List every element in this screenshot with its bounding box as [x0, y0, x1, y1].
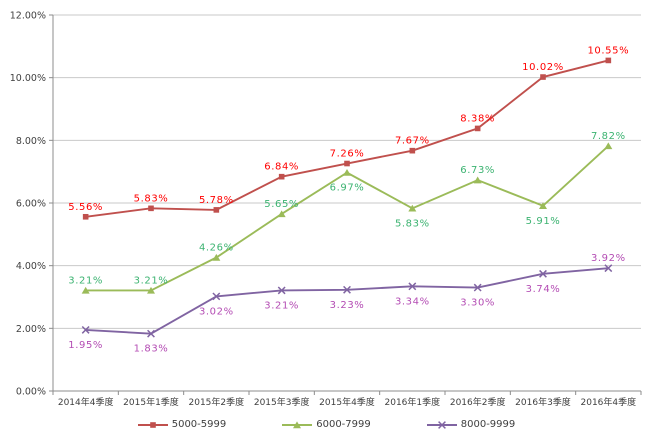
- svg-text:7.67%: 7.67%: [395, 136, 430, 147]
- series-labels-6000-7999: 3.21% 3.21% 4.26% 5.65% 6.97% 5.83% 6.73% 5.91%…: [68, 131, 625, 286]
- svg-text:2016年1季度: 2016年1季度: [385, 396, 441, 408]
- legend-item-5000-5999: 5000-5999: [137, 419, 227, 430]
- svg-text:8.38%: 8.38%: [460, 113, 495, 124]
- svg-text:3.02%: 3.02%: [199, 306, 234, 317]
- svg-text:10.55%: 10.55%: [587, 45, 629, 56]
- svg-text:7.26%: 7.26%: [330, 149, 365, 160]
- svg-text:6.97%: 6.97%: [330, 183, 365, 194]
- svg-text:0.00%: 0.00%: [16, 387, 46, 398]
- svg-text:3.30%: 3.30%: [460, 298, 495, 309]
- svg-text:10.00%: 10.00%: [10, 73, 46, 84]
- svg-text:5.65%: 5.65%: [264, 199, 299, 210]
- series-6000-7999: [81, 142, 613, 294]
- svg-text:2015年1季度: 2015年1季度: [123, 396, 179, 408]
- svg-text:2015年3季度: 2015年3季度: [254, 396, 310, 408]
- svg-text:4.26%: 4.26%: [199, 243, 234, 254]
- legend-label: 5000-5999: [171, 419, 227, 430]
- legend-marker-triangle-icon: [282, 420, 313, 430]
- svg-text:7.82%: 7.82%: [591, 131, 626, 142]
- svg-text:3.21%: 3.21%: [264, 300, 299, 311]
- svg-text:6.00%: 6.00%: [16, 199, 46, 210]
- svg-text:5.56%: 5.56%: [68, 202, 103, 213]
- svg-text:3.74%: 3.74%: [526, 284, 561, 295]
- svg-text:2016年2季度: 2016年2季度: [450, 396, 506, 408]
- svg-text:12.00%: 12.00%: [10, 11, 46, 22]
- series-labels-8000-9999: 1.95% 1.83% 3.02% 3.21% 3.23% 3.34% 3.30% 3.74%…: [68, 253, 625, 354]
- series-8000-9999: [81, 264, 613, 338]
- svg-text:3.92%: 3.92%: [591, 253, 626, 264]
- svg-text:5.78%: 5.78%: [199, 195, 234, 206]
- svg-text:3.23%: 3.23%: [330, 300, 365, 311]
- svg-text:10.02%: 10.02%: [522, 62, 564, 73]
- svg-text:2016年4季度: 2016年4季度: [581, 396, 637, 408]
- x-axis-labels: 2014年4季度 2015年1季度 2015年2季度 2015年3季度 2015年4季度…: [58, 396, 636, 408]
- svg-text:6.84%: 6.84%: [264, 162, 299, 173]
- svg-text:2016年3季度: 2016年3季度: [515, 396, 571, 408]
- svg-text:8.00%: 8.00%: [16, 136, 46, 147]
- legend: 5000-5999 6000-7999 8000-9999: [0, 419, 653, 430]
- series-5000-5999: [82, 57, 612, 220]
- legend-marker-x-icon: [426, 420, 457, 430]
- svg-text:5.83%: 5.83%: [395, 218, 430, 229]
- plot-area-svg: 0.00% 2.00% 4.00% 6.00% 8.00% 10.00% 12.00% 201…: [10, 11, 642, 408]
- svg-text:6.73%: 6.73%: [460, 165, 495, 176]
- y-axis-labels: 0.00% 2.00% 4.00% 6.00% 8.00% 10.00% 12.00%: [10, 11, 46, 398]
- svg-text:4.00%: 4.00%: [16, 261, 46, 272]
- svg-text:2015年4季度: 2015年4季度: [319, 396, 375, 408]
- legend-item-6000-7999: 6000-7999: [282, 419, 371, 430]
- svg-text:5.91%: 5.91%: [526, 216, 561, 227]
- svg-text:2014年4季度: 2014年4季度: [58, 396, 114, 408]
- gridlines: [53, 14, 641, 329]
- svg-text:1.83%: 1.83%: [134, 344, 169, 355]
- legend-label: 6000-7999: [316, 419, 371, 430]
- svg-text:2.00%: 2.00%: [16, 324, 46, 335]
- svg-text:2015年2季度: 2015年2季度: [189, 396, 245, 408]
- svg-text:3.21%: 3.21%: [134, 275, 169, 286]
- svg-text:1.95%: 1.95%: [68, 340, 103, 351]
- axes: [49, 14, 642, 395]
- legend-marker-square-icon: [137, 420, 168, 430]
- series-labels-5000-5999: 5.56% 5.83% 5.78% 6.84% 7.26% 7.67% 8.38% 10.02…: [68, 45, 629, 213]
- legend-label: 8000-9999: [460, 419, 516, 430]
- svg-text:3.34%: 3.34%: [395, 296, 430, 307]
- svg-text:5.83%: 5.83%: [134, 193, 169, 204]
- svg-text:3.21%: 3.21%: [68, 275, 103, 286]
- legend-item-8000-9999: 8000-9999: [426, 419, 516, 430]
